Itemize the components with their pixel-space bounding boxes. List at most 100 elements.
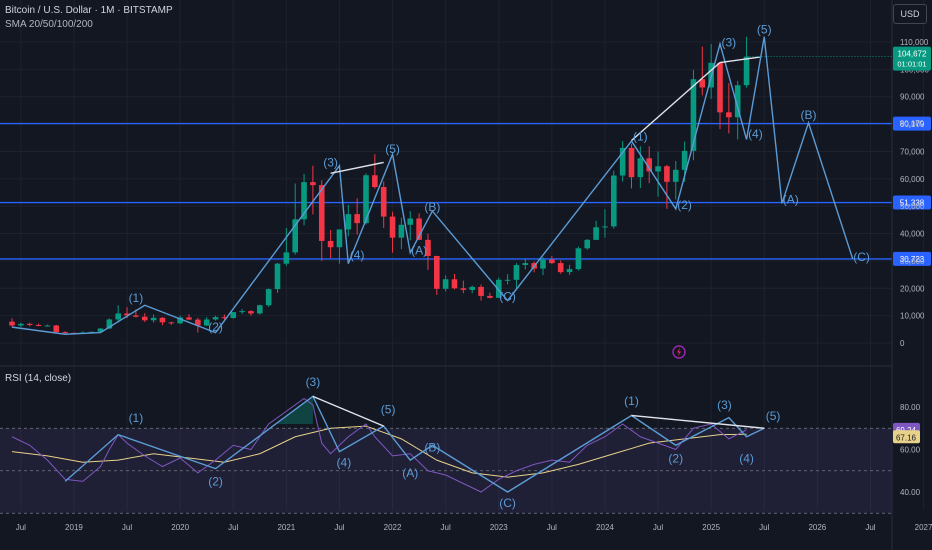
candle-body	[292, 219, 298, 253]
candle-body	[549, 259, 555, 264]
candle-body	[195, 319, 201, 326]
price-wave-label: (1)	[129, 291, 144, 305]
candle-body	[301, 182, 307, 220]
candle-body	[177, 317, 183, 324]
price-trend-line	[330, 161, 384, 175]
candle-body	[522, 263, 529, 266]
candle-body	[283, 252, 290, 264]
candle-body	[602, 226, 608, 228]
rsi-wave-label: (4)	[739, 451, 754, 465]
candle-body	[159, 317, 166, 323]
rsi-trend-line	[631, 414, 765, 429]
wave-labels: (1) (2) (3) (4) (5) (A) (B) (C) (1) (2) (3) (4) (5) (…	[129, 23, 870, 335]
price-tick-label: 30,000	[900, 257, 925, 266]
rsi-legend[interactable]: RSI (14, close)	[5, 373, 72, 384]
rsi-ma-value-label: 67.16	[896, 433, 917, 442]
time-tick-label: 2020	[171, 523, 189, 532]
time-tick-label: Jul	[334, 523, 344, 532]
candle-body	[487, 295, 493, 298]
candle-body	[540, 259, 546, 269]
symbol-title[interactable]: Bitcoin / U.S. Dollar · 1M · BITSTAMP	[5, 5, 173, 16]
candle-body	[97, 328, 104, 332]
candle-body	[566, 269, 573, 273]
rsi-tick-label: 40.00	[900, 488, 921, 497]
candle-body	[672, 169, 679, 182]
candle-body	[345, 214, 352, 230]
candle-body	[88, 331, 95, 333]
level-price-tag	[893, 195, 931, 210]
candle-body	[248, 311, 254, 314]
price-tick-label: 70,000	[900, 147, 925, 156]
price-wave-label: (2)	[677, 198, 692, 212]
price-wave-label: (C)	[499, 289, 516, 303]
candle-body	[239, 311, 245, 313]
price-trend-line	[719, 56, 760, 64]
candle-body	[726, 112, 732, 118]
price-wave-label: (2)	[208, 320, 223, 334]
rsi-wave-label: (A)	[402, 466, 418, 480]
last-price-tag	[893, 46, 931, 71]
candle-body	[398, 224, 405, 238]
price-wave-label: (B)	[801, 108, 817, 122]
horizontal-levels[interactable]: 80,179 51,338 30,723	[0, 116, 931, 266]
trend-lines[interactable]	[330, 56, 760, 175]
candle-body	[611, 175, 617, 227]
candle-body	[681, 150, 688, 170]
candle-body	[354, 214, 360, 224]
candle-body	[389, 216, 396, 238]
time-tick-label: 2019	[65, 523, 83, 532]
rsi-band	[0, 427, 892, 514]
currency-button[interactable]: USD	[893, 4, 927, 24]
rsi-wave-label: (3)	[717, 398, 732, 412]
candle-body	[619, 147, 626, 176]
elliott-wave-lines[interactable]	[11, 36, 854, 335]
candle-body	[53, 325, 60, 333]
candle-body	[717, 62, 723, 113]
price-wave-line	[11, 36, 854, 335]
level-price-label: 80,179	[900, 120, 925, 129]
candle-body	[478, 286, 484, 296]
candle-body	[363, 175, 369, 224]
candle-body	[212, 317, 219, 320]
candle-body	[26, 323, 33, 325]
time-tick-label: Jul	[441, 523, 451, 532]
candle-body	[230, 312, 237, 318]
rsi-wave-label: (C)	[499, 496, 516, 510]
price-trend-line	[631, 61, 721, 142]
candle-body	[637, 158, 644, 178]
candle-body	[318, 185, 325, 241]
rsi-wave-line	[64, 395, 765, 493]
time-tick-label: Jul	[16, 523, 26, 532]
candle-body	[150, 317, 157, 321]
candle-body	[513, 265, 520, 280]
candle-body	[734, 85, 741, 118]
tradingview-logo-icon[interactable]	[672, 345, 686, 359]
candle-body	[310, 182, 316, 186]
indicator-legend[interactable]: SMA 20/50/100/200	[5, 19, 93, 30]
candle-body	[628, 147, 635, 178]
level-price-tag	[893, 251, 931, 266]
price-wave-label: (3)	[722, 35, 737, 49]
price-wave-label: (C)	[853, 250, 870, 264]
candle-body	[425, 239, 431, 256]
time-tick-label: Jul	[759, 523, 769, 532]
rsi-tick-label: 80.00	[900, 403, 921, 412]
rsi-trend-line	[312, 395, 384, 427]
price-tick-label: 0	[900, 339, 905, 348]
price-tick-label: 50,000	[900, 202, 925, 211]
time-tick-label: 2027	[915, 523, 932, 532]
candle-body	[257, 305, 263, 314]
price-wave-label: (5)	[385, 142, 400, 156]
time-tick-label: Jul	[122, 523, 132, 532]
time-tick-label: 2023	[490, 523, 508, 532]
price-wave-label: (5)	[757, 23, 772, 37]
rsi-ma-value-tag	[893, 430, 920, 444]
time-tick-label: Jul	[547, 523, 557, 532]
rsi-ma-line	[11, 425, 747, 478]
candle-body	[115, 313, 121, 320]
rsi-tick-label: 60.00	[900, 446, 921, 455]
candle-body	[584, 239, 591, 249]
candle-body	[327, 240, 334, 248]
